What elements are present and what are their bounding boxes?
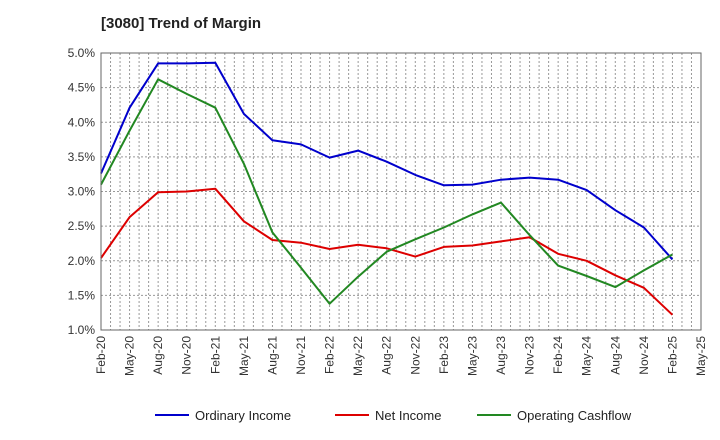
legend: Ordinary Income Net Income Operating Cashf… bbox=[155, 408, 632, 423]
legend-label-2: Net Income bbox=[375, 408, 441, 423]
x-tick-label: Aug-21 bbox=[265, 336, 279, 375]
y-tick-label: 1.0% bbox=[68, 323, 96, 337]
x-tick-label: Nov-23 bbox=[523, 336, 537, 375]
x-tick-label: Feb-21 bbox=[208, 336, 222, 374]
y-tick-label: 1.5% bbox=[68, 288, 96, 302]
x-tick-label: Feb-22 bbox=[323, 336, 337, 374]
x-tick-label: May-22 bbox=[351, 336, 365, 376]
x-tick-label: Feb-25 bbox=[665, 336, 679, 374]
x-tick-label: Feb-20 bbox=[94, 336, 108, 374]
x-tick-label: Aug-23 bbox=[494, 336, 508, 375]
y-tick-label: 5.0% bbox=[68, 46, 96, 60]
y-tick-label: 4.0% bbox=[68, 115, 96, 129]
legend-label-3: Operating Cashflow bbox=[517, 408, 632, 423]
x-tick-label: Nov-21 bbox=[294, 336, 308, 375]
y-tick-label: 2.0% bbox=[68, 254, 96, 268]
x-tick-label: May-25 bbox=[694, 336, 708, 376]
y-tick-label: 3.5% bbox=[68, 150, 96, 164]
y-tick-label: 2.5% bbox=[68, 219, 96, 233]
series-line-2 bbox=[100, 187, 674, 316]
x-tick-label: Aug-24 bbox=[608, 336, 622, 375]
x-tick-label: May-20 bbox=[123, 336, 137, 376]
y-tick-label: 4.5% bbox=[68, 81, 96, 95]
legend-label-1: Ordinary Income bbox=[195, 408, 291, 423]
chart-title: [3080] Trend of Margin bbox=[101, 15, 262, 32]
plot-border bbox=[100, 52, 702, 331]
x-tick-label: Nov-24 bbox=[637, 336, 651, 375]
y-tick-label: 3.0% bbox=[68, 185, 96, 199]
series-layer bbox=[100, 61, 674, 316]
x-tick-label: Nov-22 bbox=[408, 336, 422, 375]
series-line-3 bbox=[100, 78, 673, 305]
x-tick-label: Nov-20 bbox=[180, 336, 194, 375]
axis-layer: 1.0% 1.5% 2.0% 2.5% 3.0% 3.5% 4.0% 4.5% 5.0% Feb-… bbox=[68, 46, 708, 376]
series-line-1 bbox=[100, 61, 674, 261]
x-tick-label: Feb-24 bbox=[551, 336, 565, 374]
x-tick-label: Aug-22 bbox=[380, 336, 394, 375]
x-tick-label: Feb-23 bbox=[437, 336, 451, 374]
x-tick-label: May-24 bbox=[580, 336, 594, 376]
x-tick-label: May-21 bbox=[237, 336, 251, 376]
x-tick-label: May-23 bbox=[465, 336, 479, 376]
x-tick-label: Aug-20 bbox=[151, 336, 165, 375]
